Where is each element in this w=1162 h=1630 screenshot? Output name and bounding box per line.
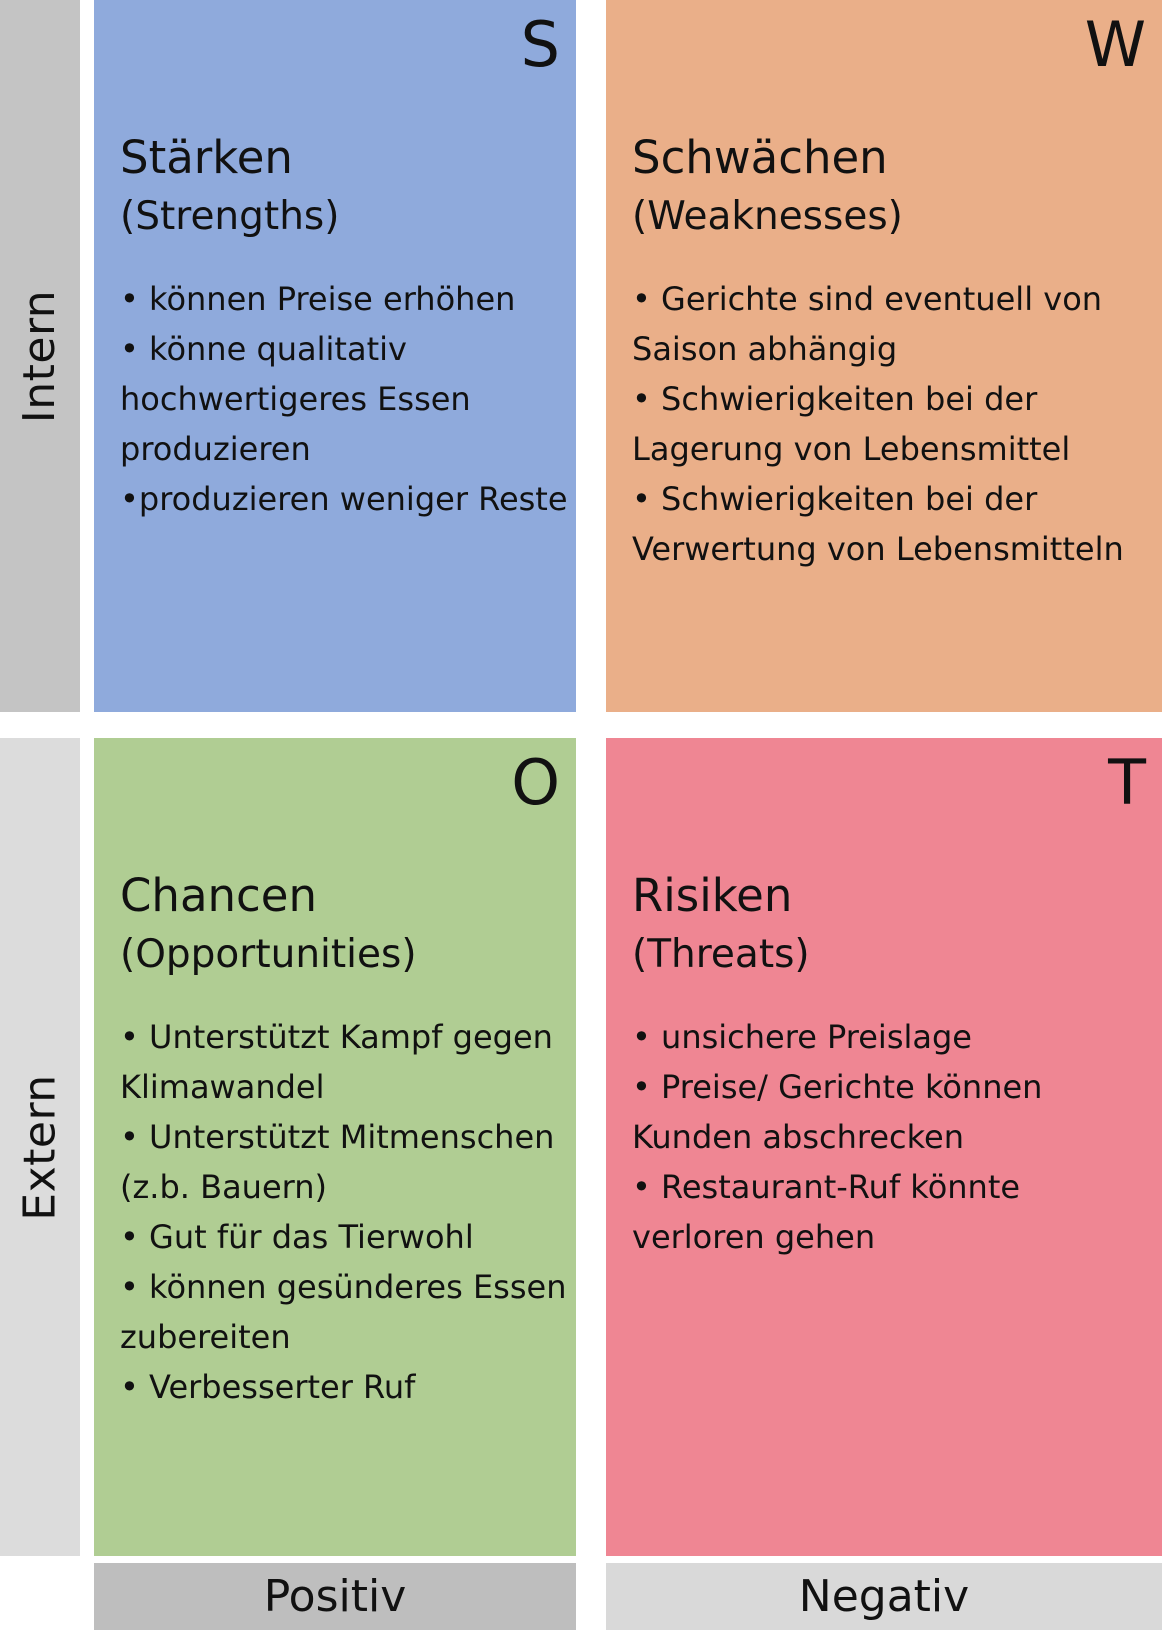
list-item: • Preise/ Gerichte können Kunden abschre… [632, 1068, 1043, 1156]
quadrant-subtitle-opportunities: (Opportunities) [120, 932, 417, 977]
quadrant-items-weaknesses: • Gerichte sind eventuell von Saison abh… [632, 274, 1162, 574]
quadrant-subtitle-strengths: (Strengths) [120, 194, 340, 239]
row-label-extern-text: Extern [14, 1073, 66, 1221]
quadrant-weaknesses: W Schwächen (Weaknesses) • Gerichte sind… [606, 0, 1162, 712]
quadrant-title-threats: Risiken [632, 869, 793, 922]
list-item: • Gerichte sind eventuell von Saison abh… [632, 280, 1103, 368]
quadrant-items-strengths: • können Preise erhöhen • könne qualitat… [120, 274, 576, 524]
quadrant-letter-t: T [1108, 746, 1146, 819]
quadrant-strengths: S Stärken (Strengths) • können Preise er… [94, 0, 576, 712]
quadrant-letter-w: W [1084, 8, 1146, 81]
list-item: • können Preise erhöhen [120, 280, 516, 318]
quadrant-letter-o: O [511, 746, 560, 819]
quadrant-items-threats: • unsichere Preislage • Preise/ Gerichte… [632, 1012, 1162, 1262]
list-item: • Verbesserter Ruf [120, 1368, 416, 1406]
column-label-positiv-text: Positiv [263, 1571, 407, 1622]
row-label-intern: Intern [0, 0, 80, 712]
quadrant-title-strengths: Stärken [120, 131, 293, 184]
list-item: • können gesünderes Essen zubereiten [120, 1268, 567, 1356]
quadrant-items-opportunities: • Unterstützt Kampf gegen Klimawandel • … [120, 1012, 576, 1412]
list-item: • Schwierigkeiten bei der Verwertung von… [632, 480, 1124, 568]
list-item: • Unterstützt Kampf gegen Klimawandel [120, 1018, 553, 1106]
list-item: • Schwierigkeiten bei der Lagerung von L… [632, 380, 1071, 468]
list-item: • Restaurant-Ruf könnte verloren gehen [632, 1168, 1021, 1256]
column-label-negativ: Negativ [606, 1563, 1162, 1630]
quadrant-title-opportunities: Chancen [120, 869, 317, 922]
column-label-positiv: Positiv [94, 1563, 576, 1630]
list-item: • Gut für das Tierwohl [120, 1218, 474, 1256]
row-label-extern: Extern [0, 738, 80, 1556]
quadrant-opportunities: O Chancen (Opportunities) • Unterstützt … [94, 738, 576, 1556]
list-item: •produzieren weniger Reste [120, 480, 568, 518]
quadrant-subtitle-weaknesses: (Weaknesses) [632, 194, 903, 239]
quadrant-threats: T Risiken (Threats) • unsichere Preislag… [606, 738, 1162, 1556]
list-item: • unsichere Preislage [632, 1018, 972, 1056]
quadrant-title-weaknesses: Schwächen [632, 131, 888, 184]
column-label-negativ-text: Negativ [798, 1571, 970, 1622]
quadrant-subtitle-threats: (Threats) [632, 932, 810, 977]
list-item: • könne qualitativ hochwertigeres Essen … [120, 330, 471, 468]
quadrant-letter-s: S [520, 8, 560, 81]
list-item: • Unterstützt Mitmenschen (z.b. Bauern) [120, 1118, 555, 1206]
row-label-intern-text: Intern [14, 289, 66, 423]
